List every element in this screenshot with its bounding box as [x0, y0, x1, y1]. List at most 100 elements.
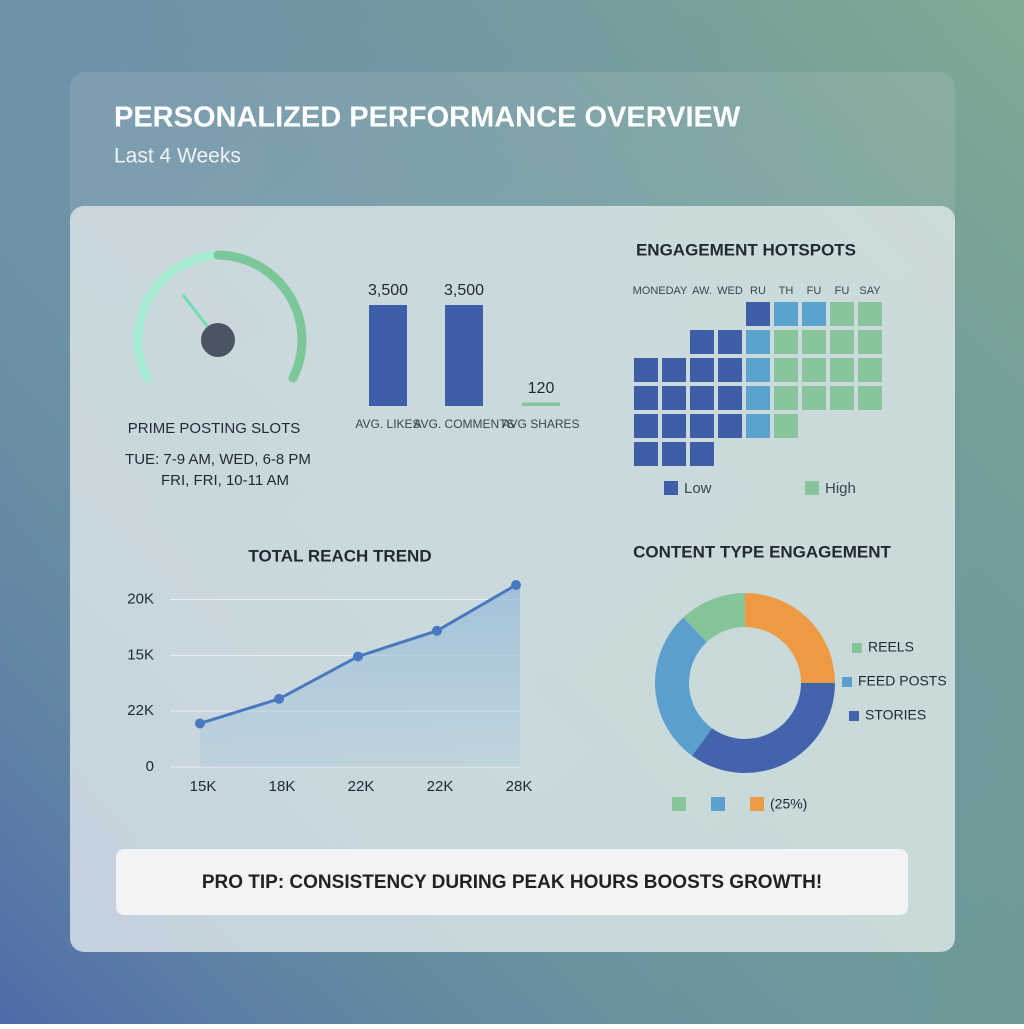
x-tick-label: AVG. COMMENTS	[413, 417, 514, 431]
y-tick-label: 20K	[127, 590, 154, 607]
point	[274, 693, 284, 704]
y-tick-label: 22K	[127, 702, 154, 719]
bar	[522, 402, 560, 406]
slots-line: FRI, FRI, 10-11 AM	[161, 472, 289, 489]
chart-title: TOTAL REACH TREND	[248, 546, 431, 565]
tip-box	[116, 849, 908, 915]
slots-title: PRIME POSTING SLOTS	[128, 420, 301, 437]
heat-cell	[690, 442, 714, 466]
gauge-hub	[201, 323, 235, 357]
heat-cell	[774, 302, 798, 326]
heat-cell	[802, 330, 826, 354]
bar	[369, 305, 407, 406]
heat-cell	[634, 386, 658, 410]
heat-cell	[830, 386, 854, 410]
legend-swatch	[805, 481, 819, 495]
heat-cell	[634, 414, 658, 438]
bar-value-label: 3,500	[444, 282, 484, 299]
heat-cell	[662, 442, 686, 466]
heat-cell	[774, 330, 798, 354]
y-tick-label: 0	[146, 758, 154, 775]
chart-title: ENGAGEMENT HOTSPOTS	[636, 240, 856, 259]
x-tick-label: 22K	[348, 778, 375, 795]
heat-cell	[830, 358, 854, 382]
value-label: (25%)	[770, 796, 807, 812]
gauge-arc-dark	[213, 250, 307, 383]
point	[353, 651, 363, 662]
column-label: MONEDAY	[633, 285, 688, 297]
column-label: WED	[717, 285, 743, 297]
heat-cell	[746, 414, 770, 438]
slots-line: TUE: 7-9 AM, WED, 6-8 PM	[125, 451, 311, 468]
x-tick-label: 15K	[190, 778, 217, 795]
heat-cell	[718, 358, 742, 382]
x-tick-label: AVG. LIKES	[355, 417, 420, 431]
point	[195, 718, 205, 729]
legend-swatch	[750, 797, 764, 811]
column-label: TH	[779, 285, 794, 297]
column-label: FU	[807, 285, 822, 297]
heat-cell	[774, 414, 798, 438]
column-label: FU	[835, 285, 850, 297]
donut-segment	[692, 683, 835, 774]
legend-swatch	[852, 643, 862, 653]
heat-cell	[858, 358, 882, 382]
heat-cell	[746, 302, 770, 326]
heat-cell	[690, 386, 714, 410]
heat-cell	[774, 358, 798, 382]
donut-segment	[683, 593, 745, 643]
heat-cell	[634, 358, 658, 382]
heat-cell	[774, 386, 798, 410]
heat-cell	[718, 414, 742, 438]
x-tick-label: 22K	[427, 778, 454, 795]
legend-label: STORIES	[865, 707, 926, 723]
gauge-arc-light	[133, 250, 223, 383]
heat-cell	[802, 358, 826, 382]
tip: PRO TIP: CONSISTENCY DURING PEAK HOURS B…	[202, 872, 822, 893]
legend-swatch	[672, 797, 686, 811]
x-tick-label: 28K	[506, 778, 533, 795]
legend-label: High	[825, 480, 856, 497]
heat-cell	[690, 358, 714, 382]
bar-value-label: 3,500	[368, 282, 408, 299]
heat-cell	[662, 358, 686, 382]
heat-cell	[802, 302, 826, 326]
bar	[445, 305, 483, 406]
heat-cell	[746, 386, 770, 410]
heat-cell	[830, 330, 854, 354]
point	[511, 580, 521, 590]
column-label: SAY	[859, 285, 881, 297]
heat-cell	[830, 302, 854, 326]
title: PERSONALIZED PERFORMANCE OVERVIEW	[114, 102, 741, 134]
column-label: RU	[750, 285, 766, 297]
legend-swatch	[664, 481, 678, 495]
chart-title: CONTENT TYPE ENGAGEMENT	[633, 542, 891, 561]
heat-cell	[802, 386, 826, 410]
heat-cell	[634, 442, 658, 466]
heat-cell	[858, 386, 882, 410]
bar-value-label: 120	[528, 380, 555, 397]
column-label: AW.	[692, 285, 712, 297]
heat-cell	[718, 330, 742, 354]
x-tick-label: 18K	[269, 778, 296, 795]
x-tick-label: AVG SHARES	[502, 417, 579, 431]
point	[432, 625, 442, 636]
donut-segment	[745, 593, 835, 683]
legend-swatch	[711, 797, 725, 811]
legend-swatch	[849, 711, 859, 721]
heat-cell	[746, 330, 770, 354]
legend-swatch	[842, 677, 852, 687]
heat-cell	[662, 414, 686, 438]
heat-cell	[718, 386, 742, 410]
legend-label: REELS	[868, 639, 914, 655]
subtitle: Last 4 Weeks	[114, 145, 241, 168]
heat-cell	[690, 330, 714, 354]
y-tick-label: 15K	[127, 646, 154, 663]
heat-cell	[858, 330, 882, 354]
legend-label: Low	[684, 480, 712, 497]
donut-segment	[655, 617, 713, 756]
heat-cell	[858, 302, 882, 326]
gauge	[133, 250, 307, 383]
heat-cell	[690, 414, 714, 438]
